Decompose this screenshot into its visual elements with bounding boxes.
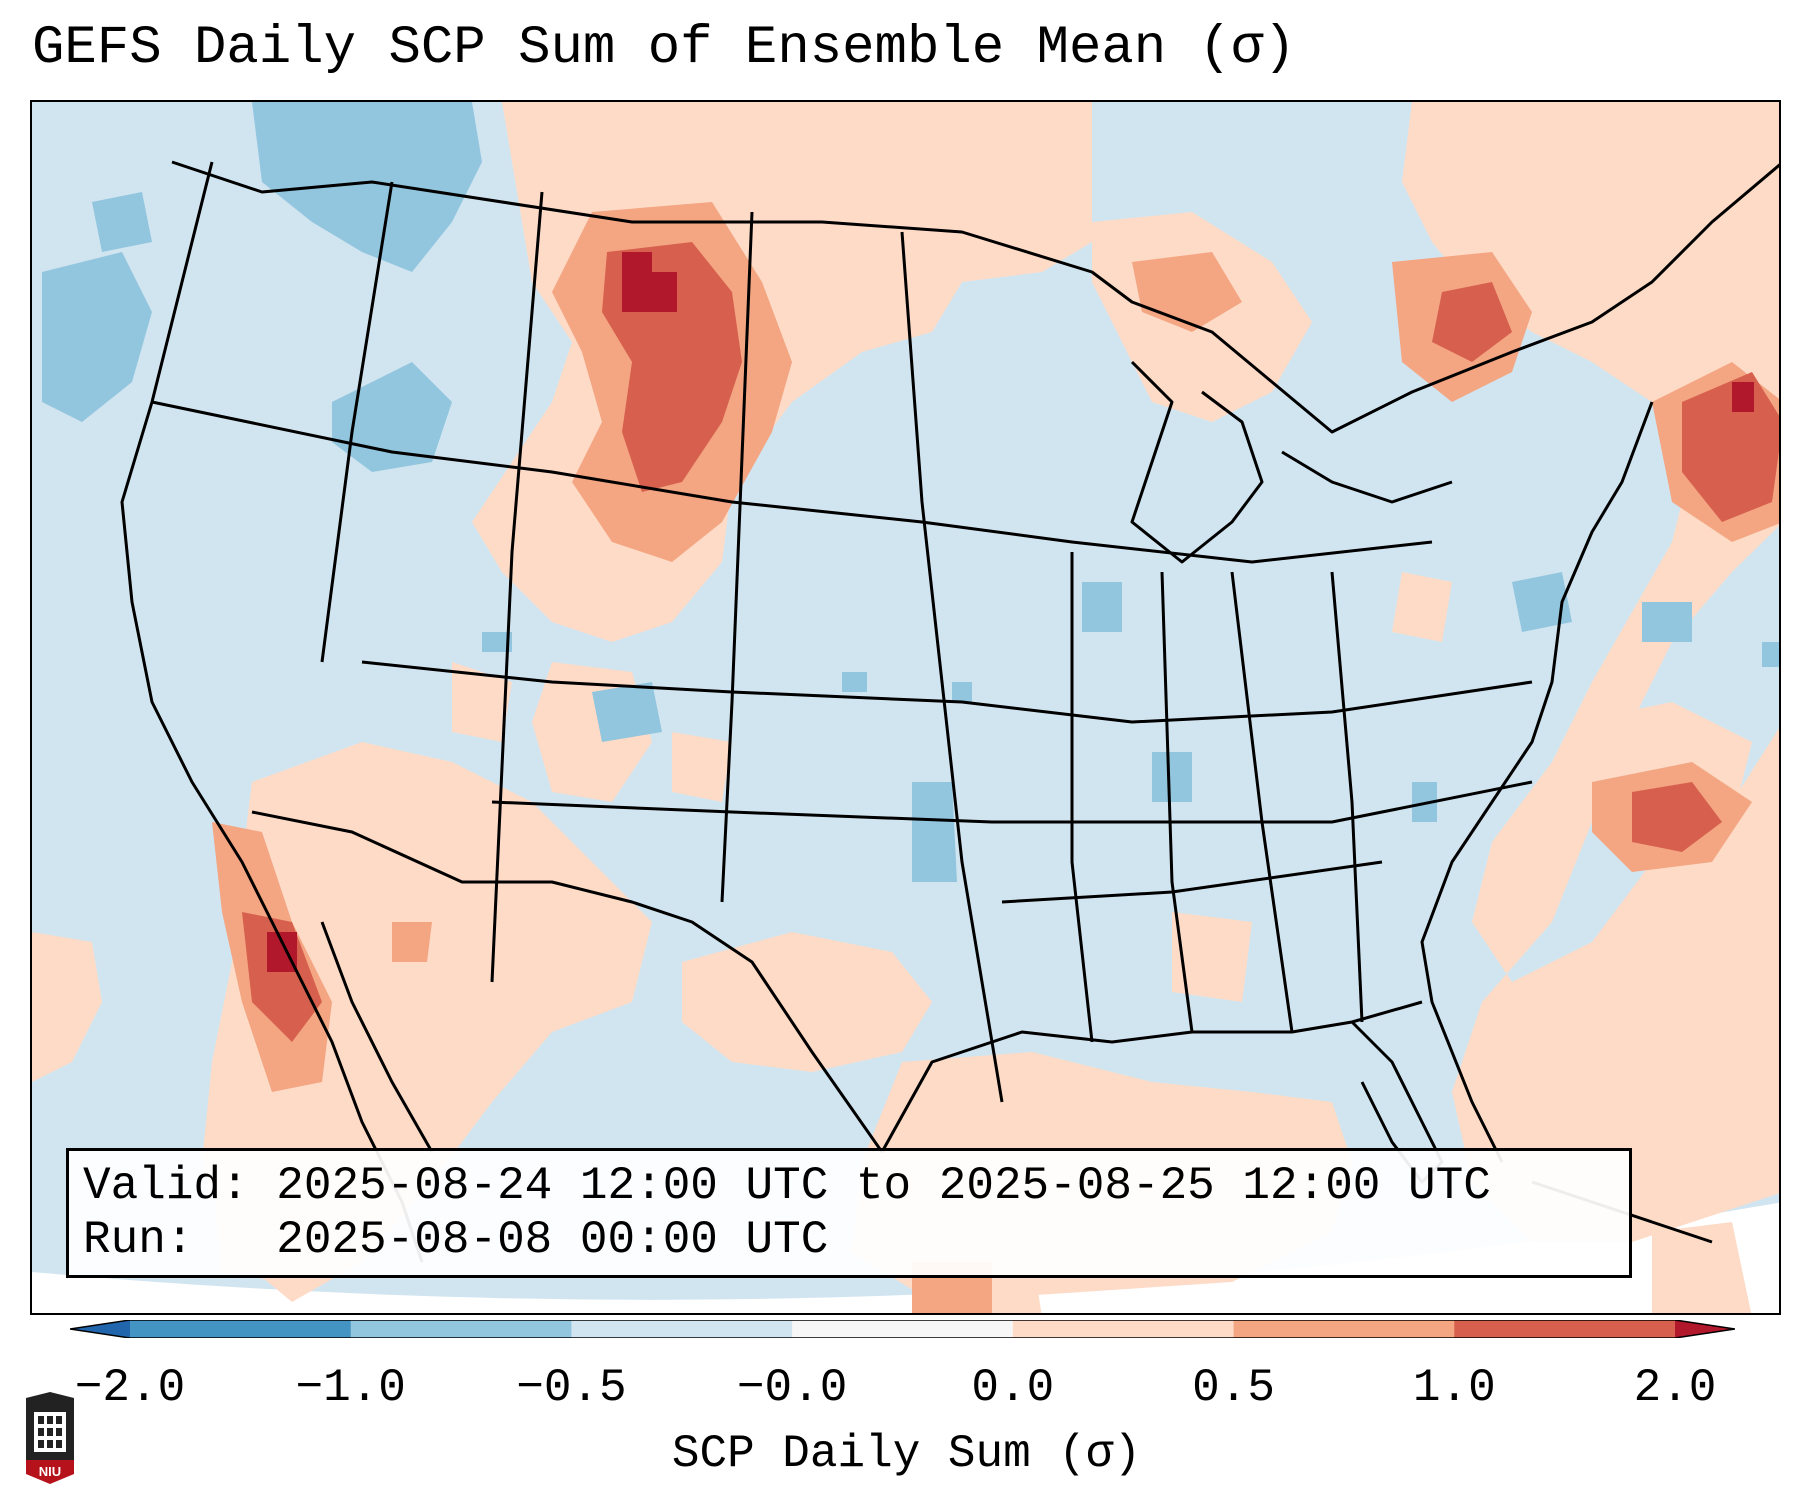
colorbar-label: SCP Daily Sum (σ) (671, 1428, 1142, 1480)
niu-logo: NIU (26, 1392, 74, 1484)
colorbar-tick-label: −1.0 (295, 1362, 406, 1414)
chart-title: GEFS Daily SCP Sum of Ensemble Mean (σ) (32, 18, 1296, 79)
anomaly-strong-positive (242, 242, 1779, 1042)
colorbar-tick-label: 0.0 (971, 1362, 1055, 1414)
map-canvas (32, 102, 1779, 1313)
colorbar-segment (350, 1320, 572, 1338)
colorbar-segment (1233, 1320, 1455, 1338)
colorbar (70, 1320, 1735, 1338)
colorbar-extend-low (70, 1320, 130, 1338)
run-time-text: Run: 2025-08-08 00:00 UTC (83, 1214, 829, 1266)
logo-text: NIU (39, 1464, 61, 1479)
colorbar-tick-label: −2.0 (74, 1362, 186, 1414)
boundaries (120, 160, 1779, 1263)
colorbar-segment (792, 1320, 1014, 1338)
projection-edge (32, 1202, 1779, 1313)
valid-time-text: Valid: 2025-08-24 12:00 UTC to 2025-08-2… (83, 1160, 1491, 1212)
colorbar-extend-high (1675, 1320, 1735, 1338)
colorbar-segment (130, 1320, 352, 1338)
map-panel (30, 100, 1781, 1315)
validity-info-box: Valid: 2025-08-24 12:00 UTC to 2025-08-2… (66, 1148, 1632, 1278)
colorbar-tick-label: 2.0 (1633, 1362, 1717, 1414)
colorbar-segment (1454, 1320, 1676, 1338)
colorbar-tick-label: 0.5 (1192, 1362, 1275, 1414)
colorbar-segment (571, 1320, 793, 1338)
colorbar-tick-label: −0.5 (516, 1362, 627, 1414)
colorbar-segment (1012, 1320, 1235, 1338)
colorbar-tick-label: 1.0 (1412, 1362, 1496, 1414)
colorbar-tick-label: −0.0 (736, 1362, 848, 1414)
anomaly-negative (42, 102, 1779, 882)
